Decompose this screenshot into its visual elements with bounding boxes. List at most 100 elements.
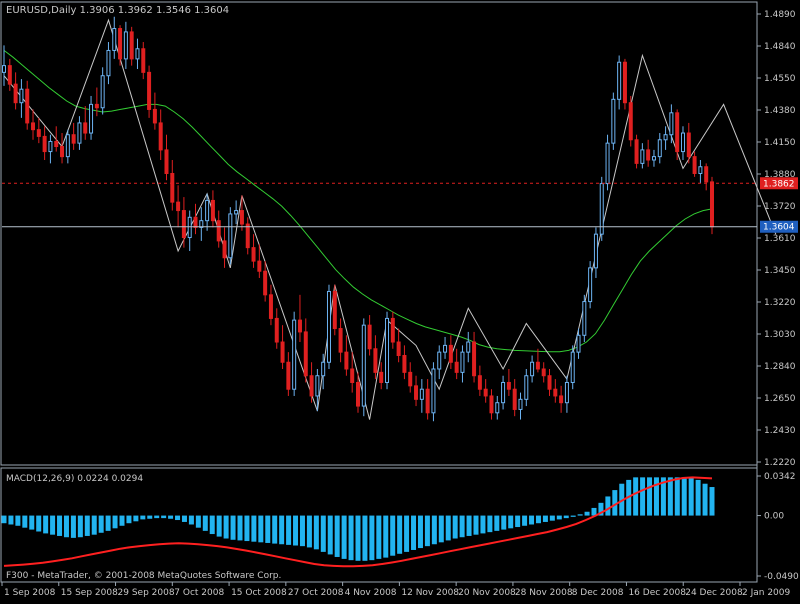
candle: [25, 80, 30, 130]
candle: [680, 126, 685, 160]
candle-body: [559, 395, 564, 404]
candle-body: [309, 375, 314, 397]
macd-bar: [660, 477, 666, 516]
candle-body: [356, 381, 360, 407]
time-axis: 1 Sep 2008 15 Sep 2008 29 Sep 2008 7 Oct 20…: [1, 582, 790, 598]
macd-bar: [29, 515, 35, 530]
macd-bar: [188, 515, 194, 525]
candle: [123, 21, 128, 69]
candle: [42, 126, 47, 160]
candle: [141, 42, 146, 80]
macd-bar: [133, 515, 139, 522]
moving-average-line: [3, 50, 713, 353]
macd-signal-line: [3, 476, 713, 568]
candle-body: [89, 103, 94, 134]
macd-bar: [473, 515, 479, 535]
macd-bar: [8, 515, 14, 525]
candle: [222, 227, 227, 268]
candle: [414, 375, 419, 407]
macd-bar: [445, 515, 451, 541]
macd-bar: [209, 515, 215, 535]
candle-body: [129, 31, 134, 60]
macd-bar: [126, 515, 132, 524]
price-tick-label: 1.2220: [764, 458, 796, 468]
candle-body: [216, 220, 221, 242]
candle-body: [164, 149, 169, 174]
candle: [118, 25, 123, 66]
macd-bar: [258, 515, 264, 543]
candle-body: [268, 294, 273, 319]
macd-bar: [494, 515, 500, 531]
candle-body: [367, 324, 372, 350]
price-tick-label: 1.3450: [764, 266, 796, 276]
macd-bar: [320, 515, 326, 552]
macd-bar: [612, 490, 618, 516]
candle-body: [506, 381, 511, 390]
candle: [332, 284, 337, 336]
macd-header: MACD(12,26,9) 0.0224 0.0294: [6, 474, 143, 484]
macd-bar: [22, 515, 28, 528]
main-price-scale: 1.4890 1.4840 1.4550 1.4380 1.4150 1.3880 1.37…: [757, 10, 796, 468]
macd-bar: [202, 515, 208, 531]
candle-body: [564, 381, 569, 404]
candle: [582, 294, 587, 343]
candle-body: [239, 210, 244, 225]
candle-body: [408, 371, 413, 387]
candle-body: [338, 328, 343, 353]
macd-bar: [279, 515, 285, 545]
candle-body: [100, 75, 105, 109]
candle-body: [193, 216, 198, 228]
macd-bar: [223, 515, 229, 539]
candle-body: [547, 375, 552, 390]
candle-body: [118, 28, 123, 60]
candle: [7, 58, 12, 91]
candle-body: [710, 181, 714, 228]
candle: [31, 109, 36, 140]
price-tick-label: 1.4380: [764, 106, 796, 116]
macd-bar: [605, 496, 611, 516]
terminal-footer: F300 - MetaTrader, © 2001-2008 MetaQuote…: [6, 571, 281, 581]
macd-bar: [98, 515, 104, 533]
macd-bar: [216, 515, 222, 537]
candle-body: [379, 371, 384, 383]
candle-body: [222, 240, 227, 259]
macd-bar: [70, 515, 76, 538]
macd-bar: [577, 514, 583, 516]
candle: [541, 362, 546, 383]
candle: [553, 379, 558, 403]
candle-body: [385, 317, 390, 383]
macd-bar: [57, 515, 63, 536]
candle: [205, 193, 210, 231]
candle: [396, 328, 401, 363]
candle-body: [576, 334, 581, 353]
macd-histogram: [1, 477, 715, 561]
candle: [48, 134, 53, 164]
candle: [54, 126, 59, 152]
macd-bar: [501, 515, 507, 530]
macd-bar: [355, 515, 361, 561]
candle-body: [402, 355, 407, 373]
macd-bar: [77, 515, 83, 538]
macd-bar: [515, 515, 521, 528]
time-tick-label: 2 Jan 2009: [742, 588, 790, 598]
candle: [135, 38, 140, 69]
macd-bar: [529, 515, 535, 525]
candle-body: [489, 395, 494, 414]
candle-body: [361, 324, 366, 407]
candle: [472, 331, 477, 383]
candle: [501, 375, 506, 410]
symbol-header: EURUSD,Daily 1.3906 1.3962 1.3546 1.3604: [6, 5, 229, 16]
macd-bar: [1, 515, 7, 524]
candle-body: [675, 112, 680, 153]
macd-bar: [293, 515, 299, 546]
macd-bar: [299, 515, 305, 547]
candle: [599, 176, 604, 241]
macd-bar: [681, 477, 687, 516]
candle-body: [686, 132, 691, 158]
macd-bar: [556, 515, 562, 520]
macd-bar: [91, 515, 97, 535]
candle: [344, 335, 349, 376]
candle-body: [646, 149, 651, 161]
